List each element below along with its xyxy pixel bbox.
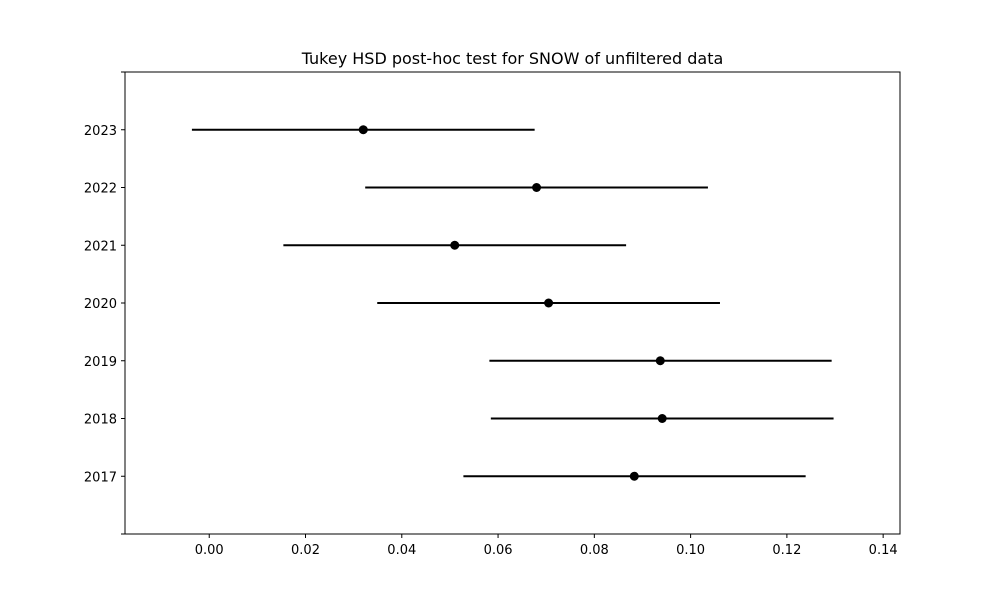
x-tick-label-0.04: 0.04 xyxy=(387,543,416,558)
y-tick-label-2023: 2023 xyxy=(84,124,117,139)
y-tick-label-2022: 2022 xyxy=(84,182,117,197)
mean-point-2023 xyxy=(358,125,368,135)
x-tick-label-0.08: 0.08 xyxy=(580,543,609,558)
mean-point-2017 xyxy=(629,471,639,481)
x-tick-label-0.02: 0.02 xyxy=(291,543,320,558)
y-tick-label-2019: 2019 xyxy=(84,355,117,370)
mean-point-2022 xyxy=(532,183,542,192)
y-tick-label-2017: 2017 xyxy=(84,470,117,485)
plot-frame xyxy=(124,71,901,535)
x-tick-label-0.00: 0.00 xyxy=(195,543,224,558)
mean-point-2019 xyxy=(655,356,665,366)
x-tick-label-0.06: 0.06 xyxy=(484,543,513,558)
y-tick-label-2018: 2018 xyxy=(84,413,117,428)
y-axis-ticks: 2023 2022 2021 2020 2019 2018 2017 xyxy=(84,71,125,535)
x-tick-label-0.10: 0.10 xyxy=(676,543,705,558)
chart-title: Tukey HSD post-hoc test for SNOW of unfi… xyxy=(301,49,724,68)
mean-point-2020 xyxy=(544,298,554,308)
x-tick-label-0.12: 0.12 xyxy=(772,543,801,558)
x-axis-ticks: 0.00 0.02 0.04 0.06 0.08 0.10 0.12 0.14 xyxy=(195,534,898,558)
mean-point-2018 xyxy=(657,414,667,423)
mean-point-2021 xyxy=(450,240,460,250)
y-tick-label-2021: 2021 xyxy=(84,239,117,254)
x-tick-label-0.14: 0.14 xyxy=(869,543,898,558)
y-tick-label-2020: 2020 xyxy=(84,297,117,312)
interval-marks xyxy=(191,125,834,481)
